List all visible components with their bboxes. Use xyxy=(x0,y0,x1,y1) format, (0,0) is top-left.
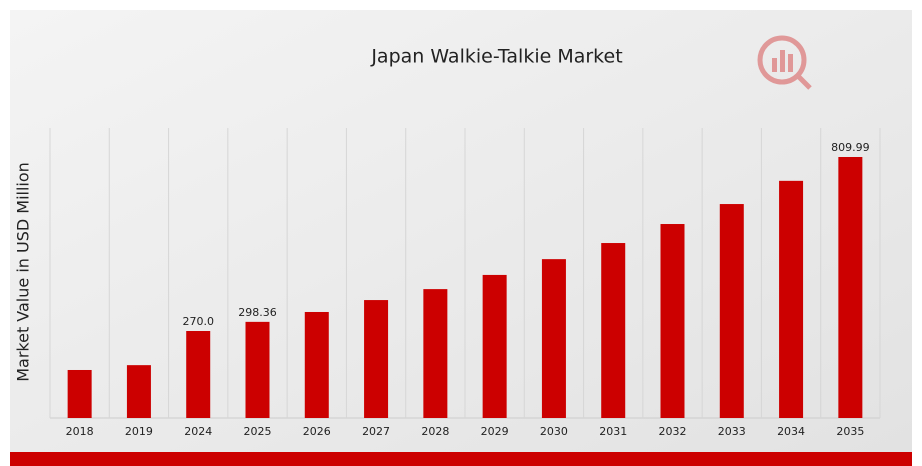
bar xyxy=(541,259,566,418)
x-tick-label: 2024 xyxy=(184,425,212,438)
x-tick-label: 2028 xyxy=(421,425,449,438)
chart-title: Japan Walkie-Talkie Market xyxy=(370,46,622,68)
y-axis-label: Market Value in USD Million xyxy=(14,162,33,382)
value-label: 270.0 xyxy=(182,315,214,328)
x-tick-label: 2026 xyxy=(303,425,331,438)
x-tick-label: 2030 xyxy=(540,425,568,438)
bar xyxy=(719,204,744,418)
x-tick-label: 2033 xyxy=(718,425,746,438)
bar xyxy=(482,274,507,418)
x-tick-label: 2032 xyxy=(659,425,687,438)
bar xyxy=(423,289,448,418)
bar xyxy=(660,224,685,418)
bar xyxy=(779,180,804,418)
x-tick-label: 2027 xyxy=(362,425,390,438)
bar xyxy=(838,157,863,418)
logo xyxy=(757,35,812,90)
x-tick-label: 2018 xyxy=(66,425,94,438)
x-tick-label: 2025 xyxy=(244,425,272,438)
x-tick-label: 2031 xyxy=(599,425,627,438)
bar xyxy=(364,300,389,418)
bar xyxy=(186,330,211,418)
bar xyxy=(601,243,626,418)
x-tick-label: 2029 xyxy=(481,425,509,438)
x-tick-label: 2035 xyxy=(836,425,864,438)
footer-stripe xyxy=(10,452,912,466)
bar xyxy=(245,321,270,418)
value-label: 809.99 xyxy=(831,141,870,154)
x-tick-label: 2034 xyxy=(777,425,805,438)
x-tick-label: 2019 xyxy=(125,425,153,438)
bar xyxy=(67,369,92,418)
value-label: 298.36 xyxy=(238,306,277,319)
bar xyxy=(126,365,151,418)
bar xyxy=(304,311,329,418)
